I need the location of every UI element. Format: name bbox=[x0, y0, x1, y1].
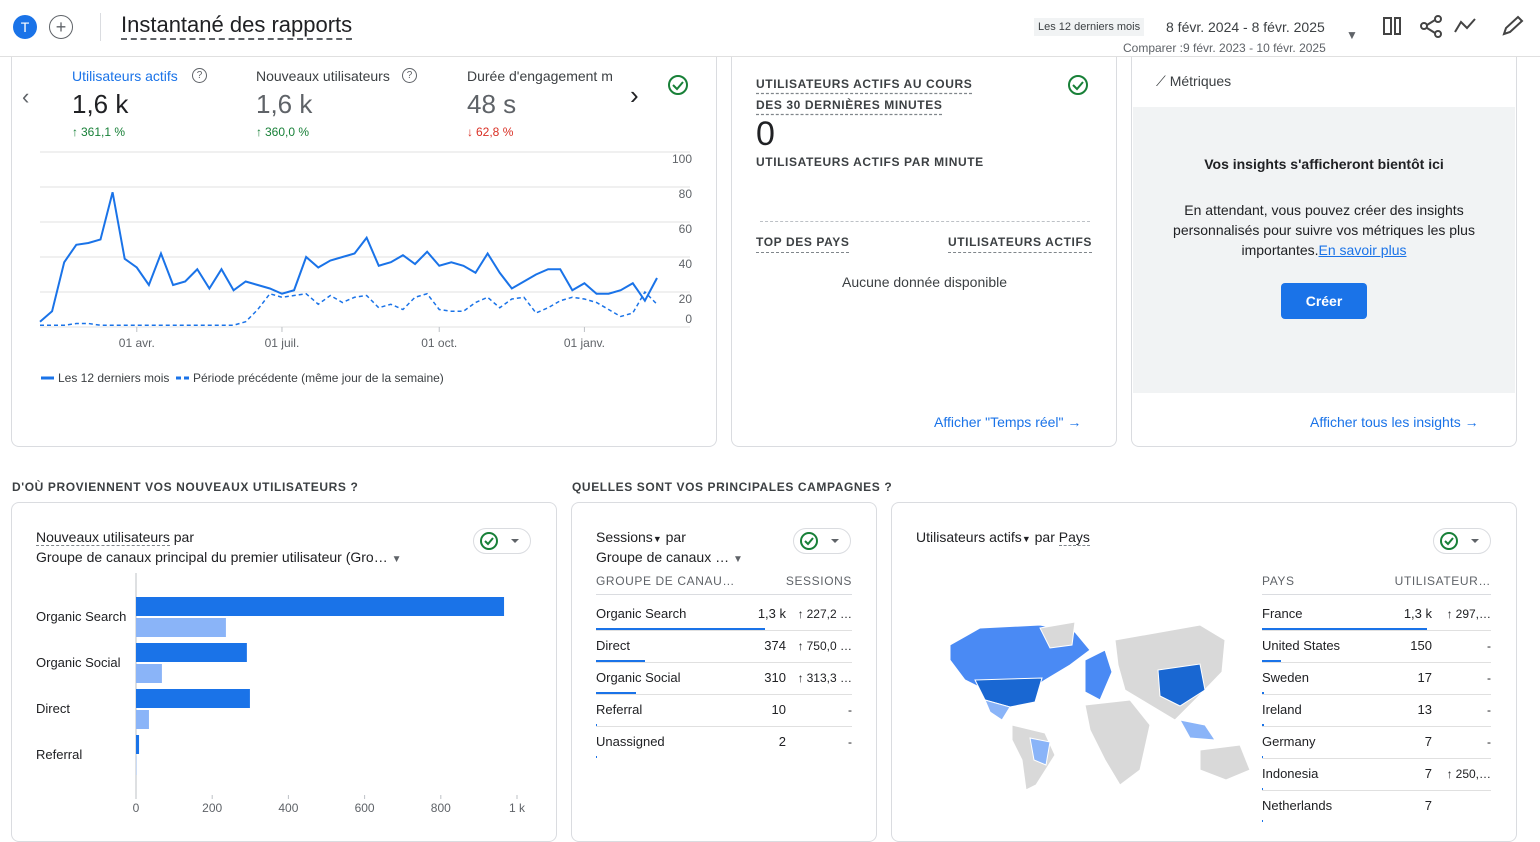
header-rule bbox=[596, 594, 852, 595]
row-change: 227,2 … bbox=[798, 607, 852, 621]
row-change: - bbox=[848, 703, 852, 717]
row-rule bbox=[596, 662, 852, 663]
add-button[interactable]: + bbox=[49, 15, 73, 39]
insights-title: ⟋ Métriques bbox=[1156, 73, 1231, 90]
edit-icon[interactable] bbox=[1504, 17, 1522, 34]
row-label: Organic Social bbox=[596, 670, 681, 685]
row-label: Direct bbox=[596, 638, 630, 653]
metric-change: 62,8 % bbox=[467, 125, 513, 139]
toggle-icons bbox=[0, 528, 1540, 554]
divider bbox=[100, 13, 101, 41]
row-rule bbox=[1262, 694, 1491, 695]
link-text[interactable]: Afficher tous les insights bbox=[1310, 414, 1461, 430]
row-change: - bbox=[848, 735, 852, 749]
column-header: PAYS bbox=[1262, 574, 1295, 588]
row-value: 13 bbox=[1418, 702, 1432, 717]
row-change: - bbox=[1487, 703, 1491, 717]
realtime-empty: Aucune donnée disponible bbox=[842, 274, 1007, 290]
learn-more[interactable]: En savoir plus bbox=[1319, 242, 1407, 258]
metric-label: Durée d'engagement m bbox=[467, 68, 619, 84]
row-rule bbox=[1262, 790, 1491, 791]
range-chip: Les 12 derniers mois bbox=[1034, 18, 1144, 36]
row-rule bbox=[1262, 630, 1491, 631]
row-label: Referral bbox=[596, 702, 642, 717]
insights-heading: Vos insights s'afficheront bientôt ici bbox=[1133, 156, 1515, 172]
compare-range: Comparer :9 févr. 2023 - 10 févr. 2025 bbox=[1123, 41, 1326, 55]
metric-value: 48 s bbox=[467, 89, 516, 120]
metric-change: 360,0 % bbox=[256, 125, 309, 139]
page-title[interactable]: Instantané des rapports bbox=[121, 12, 352, 40]
realtime-link[interactable]: Afficher "Temps réel" → bbox=[934, 414, 1081, 430]
realtime-col1: TOP DES PAYS bbox=[756, 235, 849, 253]
row-rule bbox=[1262, 662, 1491, 663]
row-value: 17 bbox=[1418, 670, 1432, 685]
realtime-col2: UTILISATEURS ACTIFS bbox=[948, 235, 1092, 253]
row-value: 1,3 k bbox=[1404, 606, 1432, 621]
page: T + Instantané des rapports Les 12 derni… bbox=[0, 0, 1540, 820]
top-bar: T + Instantané des rapports Les 12 derni… bbox=[0, 0, 1540, 57]
date-range[interactable]: 8 févr. 2024 - 8 févr. 2025 bbox=[1166, 19, 1325, 35]
row-label: Unassigned bbox=[596, 734, 665, 749]
row-label: Netherlands bbox=[1262, 798, 1332, 813]
row-change: 297,… bbox=[1447, 607, 1491, 621]
metric-value: 1,6 k bbox=[72, 89, 128, 120]
insights-body: En attendant, vous pouvez créer des insi… bbox=[1168, 200, 1480, 260]
row-rule bbox=[1262, 758, 1491, 759]
row-rule bbox=[596, 726, 852, 727]
column-header: GROUPE DE CANAU… bbox=[596, 574, 735, 588]
row-rule bbox=[596, 694, 852, 695]
row-label: Germany bbox=[1262, 734, 1315, 749]
metric-value: 1,6 k bbox=[256, 89, 312, 120]
row-rule bbox=[596, 630, 852, 631]
row-label: Ireland bbox=[1262, 702, 1302, 717]
help-icon: ? bbox=[192, 68, 207, 83]
metric-label: Utilisateurs actifs bbox=[72, 68, 242, 84]
toolbar-icons bbox=[1380, 14, 1525, 40]
row-bar bbox=[1262, 820, 1263, 822]
row-value: 374 bbox=[764, 638, 786, 653]
link-text[interactable]: Afficher "Temps réel" bbox=[934, 414, 1064, 430]
row-change: - bbox=[1487, 639, 1491, 653]
row-change: 750,0 … bbox=[798, 639, 852, 653]
metric-change: 361,1 % bbox=[72, 125, 125, 139]
compare-icon[interactable] bbox=[1384, 18, 1391, 34]
row-value: 7 bbox=[1425, 734, 1432, 749]
column-header: UTILISATEUR… bbox=[1395, 574, 1491, 588]
row-label: Organic Search bbox=[596, 606, 686, 621]
row-change: - bbox=[1487, 735, 1491, 749]
row-value: 7 bbox=[1425, 766, 1432, 781]
row-label: Sweden bbox=[1262, 670, 1309, 685]
header-rule bbox=[1262, 594, 1491, 595]
realtime-sparkline bbox=[760, 221, 1090, 222]
row-value: 1,3 k bbox=[758, 606, 786, 621]
column-header: SESSIONS bbox=[786, 574, 852, 588]
row-change: - bbox=[1487, 671, 1491, 685]
realtime-sublabel: UTILISATEURS ACTIFS PAR MINUTE bbox=[756, 155, 984, 169]
row-label: Indonesia bbox=[1262, 766, 1318, 781]
row-label: France bbox=[1262, 606, 1302, 621]
next-arrow[interactable]: › bbox=[630, 80, 639, 111]
metric-label: Nouveaux utilisateurs bbox=[256, 68, 426, 84]
insights-title-text: Métriques bbox=[1170, 73, 1231, 89]
range-dropdown[interactable]: ▼ bbox=[1346, 28, 1358, 42]
prev-arrow[interactable]: ‹ bbox=[22, 84, 29, 110]
realtime-value: 0 bbox=[756, 115, 775, 154]
create-button[interactable]: Créer bbox=[1281, 283, 1367, 319]
avatar[interactable]: T bbox=[13, 15, 37, 39]
row-value: 150 bbox=[1410, 638, 1432, 653]
row-value: 310 bbox=[764, 670, 786, 685]
row-rule bbox=[1262, 726, 1491, 727]
section-title: QUELLES SONT VOS PRINCIPALES CAMPAGNES ? bbox=[572, 480, 892, 494]
insights-icon[interactable] bbox=[1455, 19, 1475, 32]
row-value: 10 bbox=[772, 702, 786, 717]
row-value: 7 bbox=[1425, 798, 1432, 813]
row-value: 2 bbox=[779, 734, 786, 749]
row-change: 313,3 … bbox=[798, 671, 852, 685]
insights-footer[interactable]: Afficher tous les insights → bbox=[1310, 414, 1479, 430]
row-change: 250,… bbox=[1447, 767, 1491, 781]
help-icon: ? bbox=[402, 68, 417, 83]
row-label: United States bbox=[1262, 638, 1340, 653]
section-title: D'OÙ PROVIENNENT VOS NOUVEAUX UTILISATEU… bbox=[12, 480, 358, 494]
realtime-title: UTILISATEURS ACTIFS AU COURS DES 30 DERN… bbox=[756, 74, 986, 116]
